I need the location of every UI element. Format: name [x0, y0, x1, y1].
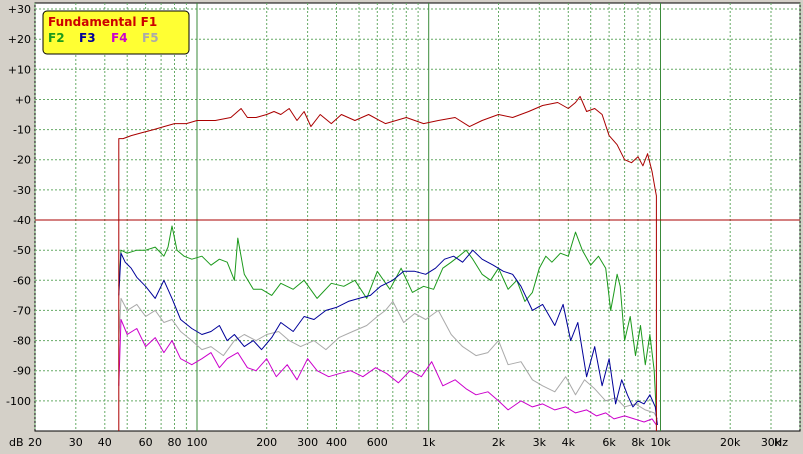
series-line-f2: [118, 225, 657, 416]
x-tick-label: 8k: [631, 436, 645, 449]
y-tick-label: +10: [8, 63, 31, 76]
y-tick-label: -90: [13, 365, 31, 378]
x-tick-label: 80: [168, 436, 182, 449]
y-tick-label: -30: [13, 184, 31, 197]
x-tick-label: 200: [256, 436, 277, 449]
x-tick-label: 300: [297, 436, 318, 449]
x-tick-label: 20: [28, 436, 42, 449]
series-line-f4: [118, 319, 657, 426]
x-tick-label: 10k: [650, 436, 671, 449]
legend-box: [42, 10, 190, 55]
legend-item-f2: F2: [48, 31, 65, 45]
y-unit-label: dB: [9, 436, 24, 449]
x-tick-label: 20k: [720, 436, 741, 449]
y-tick-label: +0: [15, 94, 31, 107]
series-layer: [118, 95, 658, 431]
legend: Fundamental F1 F2 F3 F4 F5: [42, 10, 190, 55]
y-axis: +30 +20 +10 +0 -10 -20 -30 -40 -50 -60 -70 -80 -90 -1…: [6, 3, 31, 408]
y-tick-label: -40: [13, 214, 31, 227]
x-tick-label: 30k: [761, 436, 782, 449]
x-tick-label: 40: [98, 436, 112, 449]
x-tick-label: 30: [69, 436, 83, 449]
legend-item-f3: F3: [79, 31, 96, 45]
y-tick-label: -60: [13, 274, 31, 287]
plot-area: [34, 2, 801, 432]
x-tick-label: 60: [139, 436, 153, 449]
series-line-f3: [118, 249, 658, 426]
grid-minor: [34, 3, 801, 431]
x-unit-label: Hz: [774, 436, 788, 449]
x-tick-label: 1k: [422, 436, 436, 449]
x-tick-label: 100: [187, 436, 208, 449]
legend-title: Fundamental F1: [48, 15, 157, 29]
legend-item-f4: F4: [111, 31, 128, 45]
legend-item-f5: F5: [142, 31, 159, 45]
x-tick-label: 400: [326, 436, 347, 449]
y-tick-label: -100: [6, 395, 31, 408]
x-tick-label: 4k: [562, 436, 576, 449]
series-line-fundamental-f1: [118, 95, 657, 431]
x-tick-label: 3k: [533, 436, 547, 449]
x-tick-label: 2k: [492, 436, 506, 449]
x-axis: 20 30 40 60 80 100 200 300 400 600 1k 2k 3k 4k 6k 8k 10k…: [28, 436, 782, 449]
x-tick-label: 600: [367, 436, 388, 449]
x-tick-label: 6k: [602, 436, 616, 449]
y-tick-label: +20: [8, 33, 31, 46]
grid-major: [35, 3, 800, 431]
y-tick-label: -50: [13, 244, 31, 257]
y-tick-label: -10: [13, 124, 31, 137]
y-tick-label: -80: [13, 335, 31, 348]
y-tick-label: -70: [13, 304, 31, 317]
series-line-f5: [118, 297, 658, 420]
y-tick-label: +30: [8, 3, 31, 16]
y-tick-label: -20: [13, 154, 31, 167]
